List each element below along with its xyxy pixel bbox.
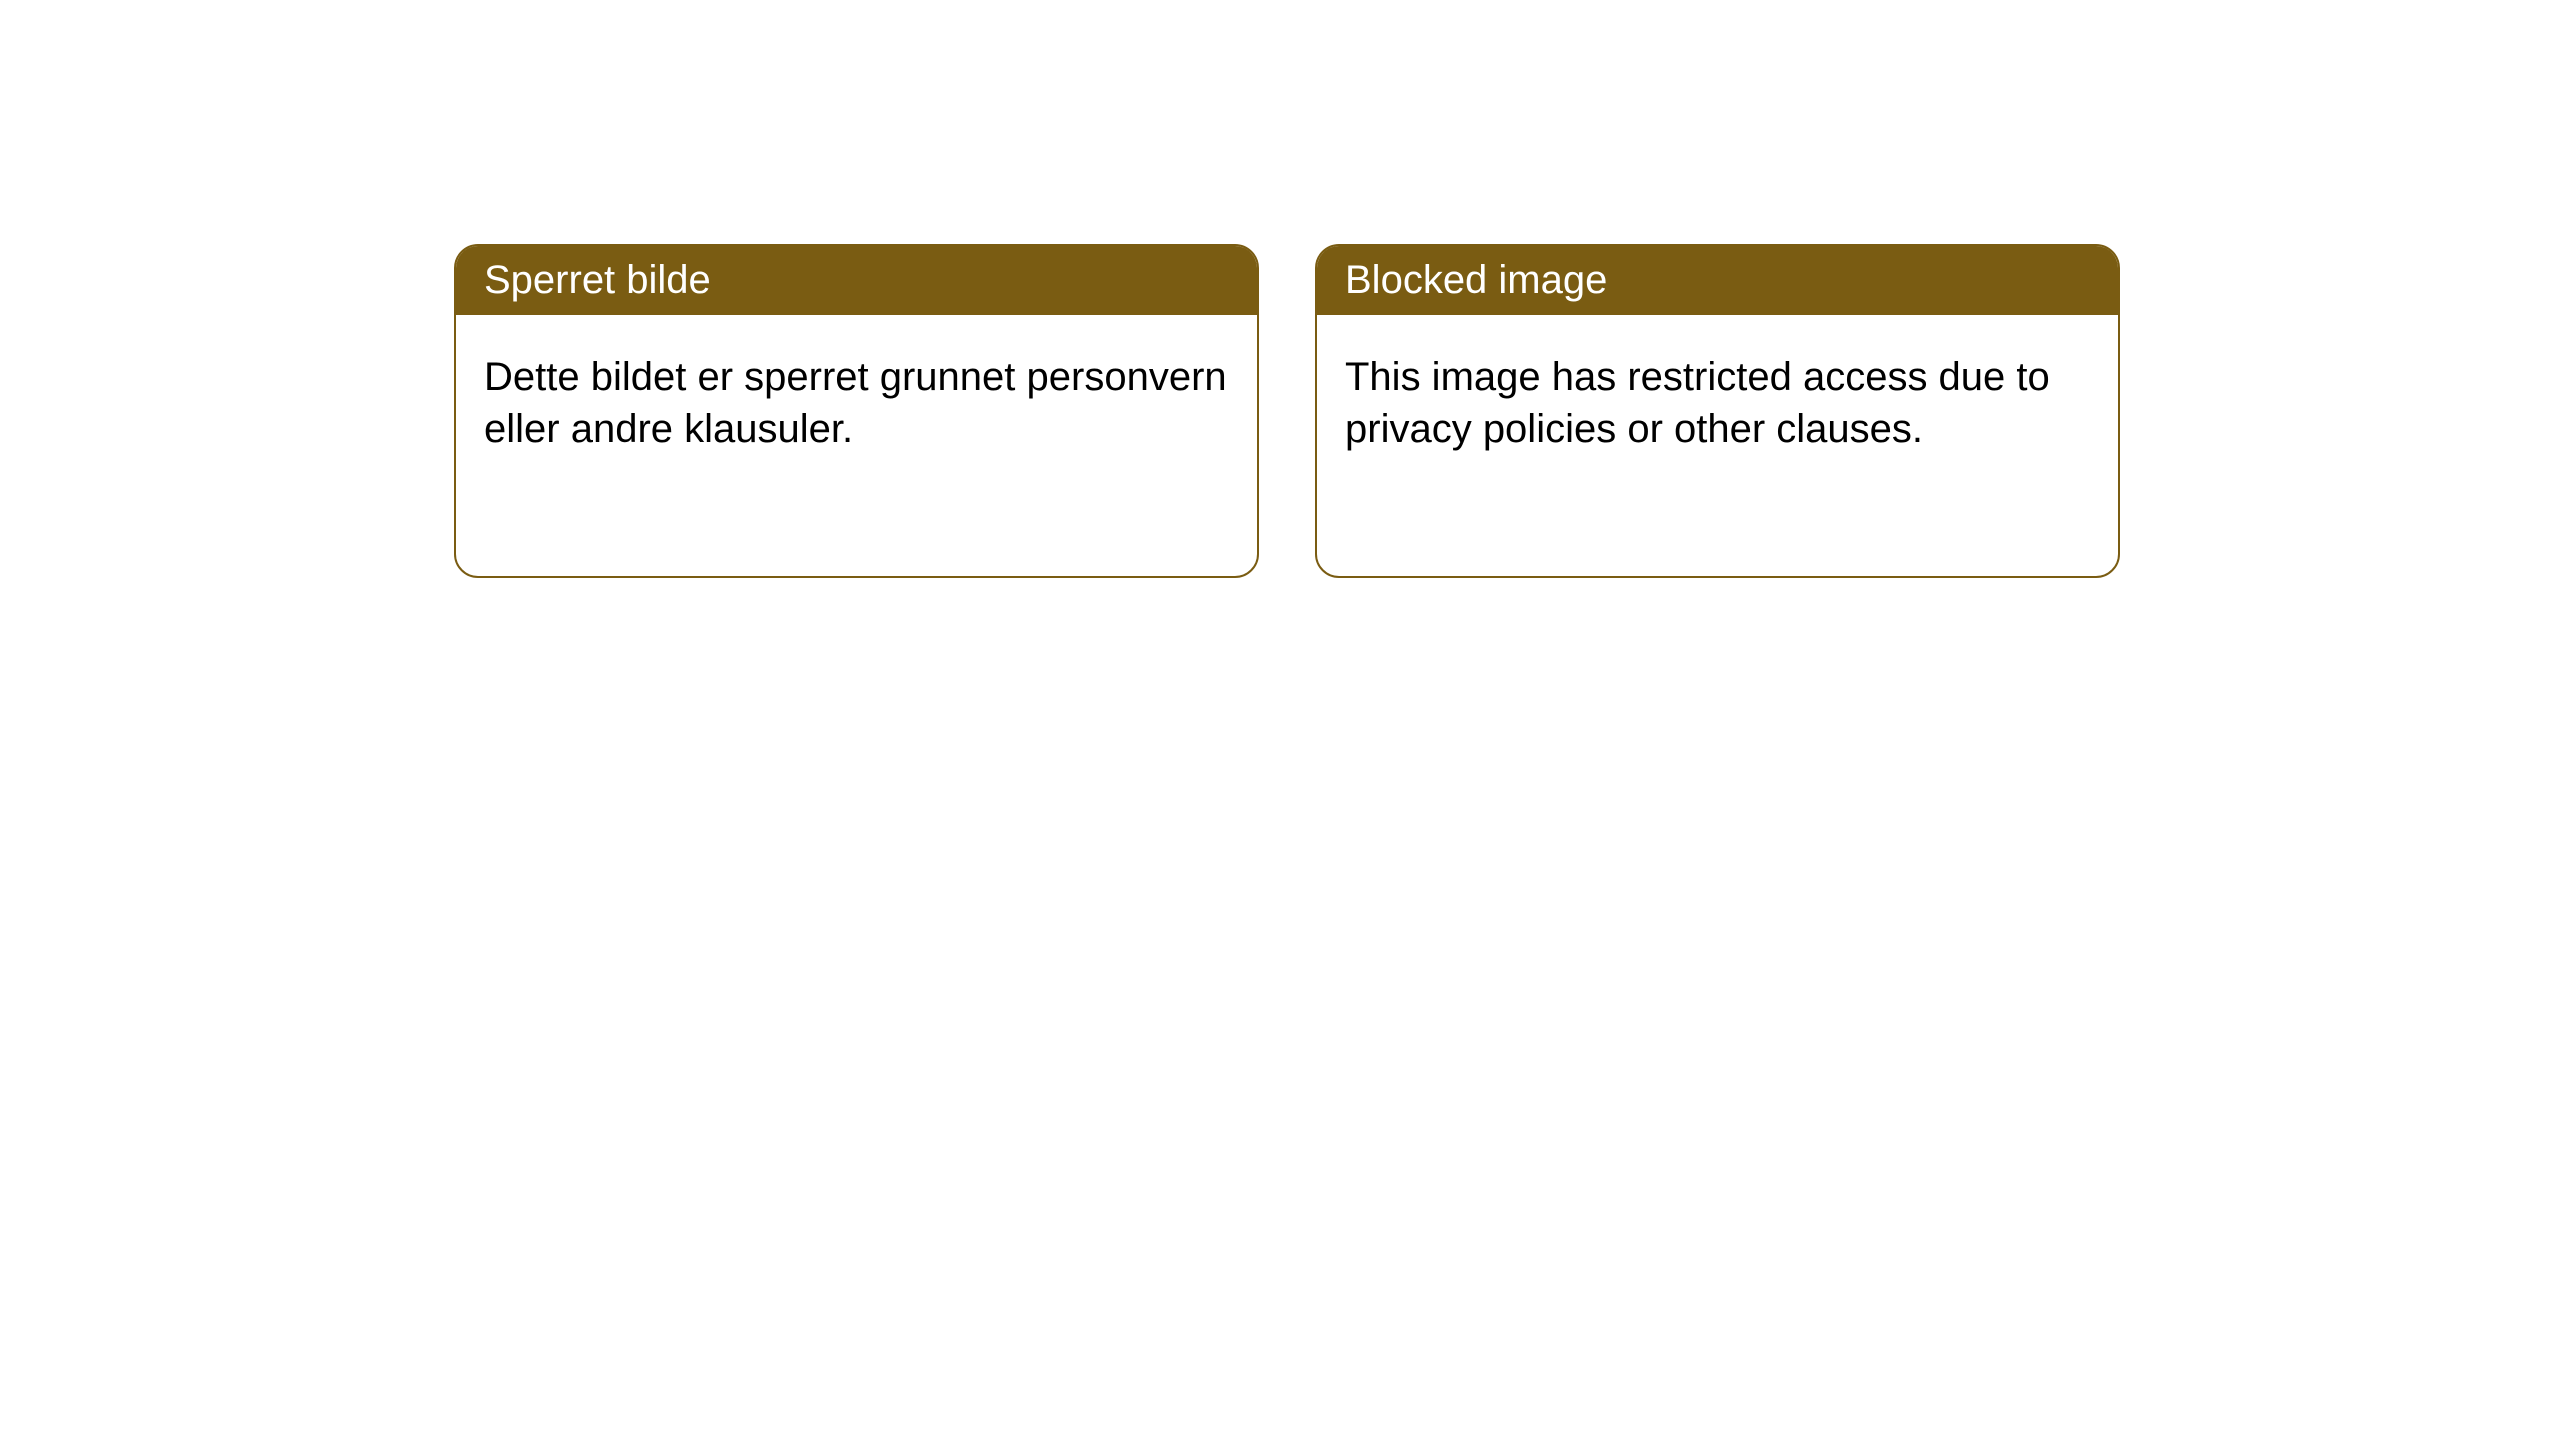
card-title: Sperret bilde	[456, 246, 1257, 315]
card-body: Dette bildet er sperret grunnet personve…	[456, 315, 1257, 491]
blocked-image-card-no: Sperret bilde Dette bildet er sperret gr…	[454, 244, 1259, 578]
cards-container: Sperret bilde Dette bildet er sperret gr…	[0, 0, 2560, 578]
card-body: This image has restricted access due to …	[1317, 315, 2118, 491]
card-title: Blocked image	[1317, 246, 2118, 315]
blocked-image-card-en: Blocked image This image has restricted …	[1315, 244, 2120, 578]
